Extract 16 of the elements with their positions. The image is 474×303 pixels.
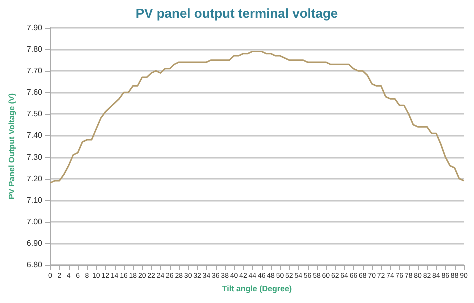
y-tick-label: 6.80 [26,260,44,270]
y-tick-label: 6.90 [26,238,44,248]
line-series [50,50,465,184]
y-tick-label: 7.50 [26,110,44,119]
y-tick-label: 7.10 [26,196,44,205]
y-tick-label: 7.30 [26,152,44,162]
y-tick-label: 7.70 [26,66,44,76]
x-axis-title: Tilt angle (Degree) [222,284,292,294]
y-tick-label: 7.00 [26,217,44,226]
y-axis-title: PV Panel Output Voltage (V) [8,93,16,200]
y-tick-label: 7.80 [26,45,44,54]
y-tick-label: 7.20 [26,174,44,184]
y-tick-label: 7.40 [26,131,44,140]
y-tick-label: 7.90 [26,24,44,32]
y-tick-label: 7.60 [26,88,44,98]
chart-title: PV panel output terminal voltage [136,6,338,21]
